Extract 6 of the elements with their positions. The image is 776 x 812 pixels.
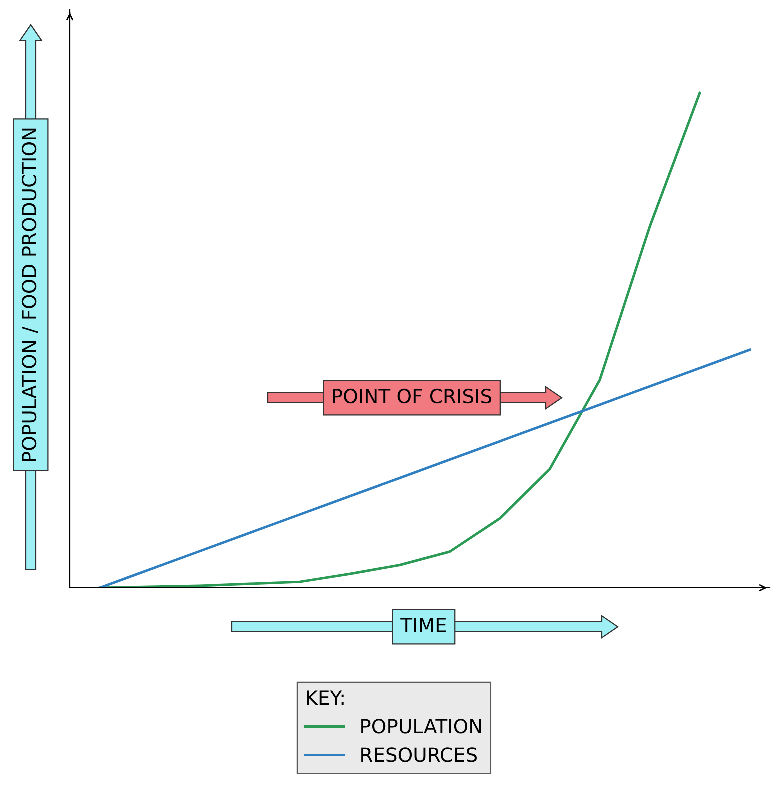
y-axis-title: POPULATION / FOOD PRODUCTION — [22, 128, 38, 462]
legend-title: KEY: — [307, 690, 344, 705]
legend-label: RESOURCES — [362, 748, 478, 762]
x-axis-title: TIME — [400, 618, 446, 632]
legend-label: POPULATION — [362, 719, 482, 734]
annotation: POINT OF CRISIS — [333, 388, 492, 404]
